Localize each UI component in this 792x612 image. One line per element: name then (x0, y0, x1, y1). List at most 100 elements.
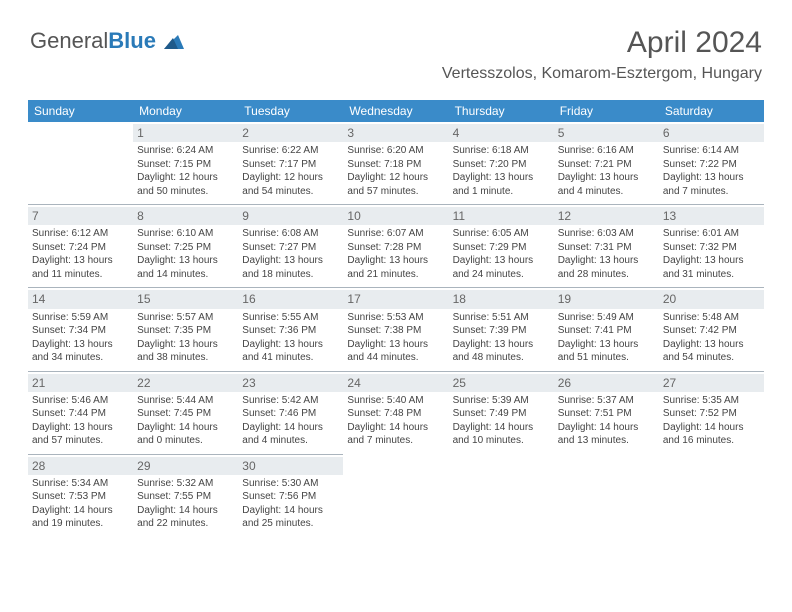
day-number: 7 (28, 207, 133, 225)
day-number: 12 (554, 207, 659, 225)
calendar-body: 1Sunrise: 6:24 AMSunset: 7:15 PMDaylight… (28, 122, 764, 537)
daylight-text: Daylight: 14 hours and 25 minutes. (242, 504, 339, 531)
calendar-day-cell: 16Sunrise: 5:55 AMSunset: 7:36 PMDayligh… (238, 288, 343, 371)
daylight-text: Daylight: 13 hours and 7 minutes. (663, 171, 760, 198)
calendar-day-cell: 7Sunrise: 6:12 AMSunset: 7:24 PMDaylight… (28, 205, 133, 288)
sunset-text: Sunset: 7:55 PM (137, 490, 234, 504)
daylight-text: Daylight: 13 hours and 18 minutes. (242, 254, 339, 281)
sunrise-text: Sunrise: 6:07 AM (347, 227, 444, 241)
daylight-text: Daylight: 13 hours and 28 minutes. (558, 254, 655, 281)
calendar-day-cell: 11Sunrise: 6:05 AMSunset: 7:29 PMDayligh… (449, 205, 554, 288)
daylight-text: Daylight: 13 hours and 11 minutes. (32, 254, 129, 281)
sunrise-text: Sunrise: 5:42 AM (242, 394, 339, 408)
daylight-text: Daylight: 12 hours and 54 minutes. (242, 171, 339, 198)
sunrise-text: Sunrise: 5:37 AM (558, 394, 655, 408)
calendar-day-cell: 29Sunrise: 5:32 AMSunset: 7:55 PMDayligh… (133, 454, 238, 537)
sunrise-text: Sunrise: 6:10 AM (137, 227, 234, 241)
location-subtitle: Vertesszolos, Komarom-Esztergom, Hungary (442, 65, 762, 83)
day-header-row: SundayMondayTuesdayWednesdayThursdayFrid… (28, 100, 764, 122)
sunset-text: Sunset: 7:51 PM (558, 407, 655, 421)
sunrise-text: Sunrise: 6:14 AM (663, 144, 760, 158)
day-number: 24 (343, 374, 448, 392)
calendar-day-cell: 23Sunrise: 5:42 AMSunset: 7:46 PMDayligh… (238, 371, 343, 454)
calendar-week-row: 14Sunrise: 5:59 AMSunset: 7:34 PMDayligh… (28, 288, 764, 371)
calendar-day-cell: 8Sunrise: 6:10 AMSunset: 7:25 PMDaylight… (133, 205, 238, 288)
day-number: 6 (659, 124, 764, 142)
calendar-day-cell: 17Sunrise: 5:53 AMSunset: 7:38 PMDayligh… (343, 288, 448, 371)
sunrise-text: Sunrise: 5:34 AM (32, 477, 129, 491)
day-number: 26 (554, 374, 659, 392)
calendar-day-cell: 12Sunrise: 6:03 AMSunset: 7:31 PMDayligh… (554, 205, 659, 288)
day-header: Wednesday (343, 100, 448, 122)
calendar-day-cell (449, 454, 554, 537)
daylight-text: Daylight: 14 hours and 10 minutes. (453, 421, 550, 448)
calendar-day-cell: 13Sunrise: 6:01 AMSunset: 7:32 PMDayligh… (659, 205, 764, 288)
sunrise-text: Sunrise: 6:08 AM (242, 227, 339, 241)
sunset-text: Sunset: 7:53 PM (32, 490, 129, 504)
day-number: 1 (133, 124, 238, 142)
sunrise-text: Sunrise: 6:24 AM (137, 144, 234, 158)
daylight-text: Daylight: 13 hours and 1 minute. (453, 171, 550, 198)
day-number: 22 (133, 374, 238, 392)
daylight-text: Daylight: 13 hours and 4 minutes. (558, 171, 655, 198)
calendar-day-cell: 24Sunrise: 5:40 AMSunset: 7:48 PMDayligh… (343, 371, 448, 454)
daylight-text: Daylight: 14 hours and 13 minutes. (558, 421, 655, 448)
day-number: 30 (238, 457, 343, 475)
daylight-text: Daylight: 14 hours and 19 minutes. (32, 504, 129, 531)
calendar-day-cell: 21Sunrise: 5:46 AMSunset: 7:44 PMDayligh… (28, 371, 133, 454)
calendar-day-cell: 6 Sunrise: 6:14 AMSunset: 7:22 PMDaylight… (659, 122, 764, 205)
logo-triangle-icon (164, 29, 184, 55)
calendar-day-cell: 14Sunrise: 5:59 AMSunset: 7:34 PMDayligh… (28, 288, 133, 371)
day-number: 3 (343, 124, 448, 142)
calendar-day-cell (659, 454, 764, 537)
day-number: 20 (659, 290, 764, 308)
daylight-text: Daylight: 14 hours and 22 minutes. (137, 504, 234, 531)
calendar-day-cell: 30Sunrise: 5:30 AMSunset: 7:56 PMDayligh… (238, 454, 343, 537)
sunrise-text: Sunrise: 5:32 AM (137, 477, 234, 491)
page-title: April 2024 (627, 26, 762, 60)
sunrise-text: Sunrise: 5:44 AM (137, 394, 234, 408)
daylight-text: Daylight: 13 hours and 14 minutes. (137, 254, 234, 281)
daylight-text: Daylight: 13 hours and 48 minutes. (453, 338, 550, 365)
day-number: 2 (238, 124, 343, 142)
calendar-table: SundayMondayTuesdayWednesdayThursdayFrid… (28, 100, 764, 537)
sunset-text: Sunset: 7:27 PM (242, 241, 339, 255)
sunset-text: Sunset: 7:39 PM (453, 324, 550, 338)
sunset-text: Sunset: 7:22 PM (663, 158, 760, 172)
sunset-text: Sunset: 7:38 PM (347, 324, 444, 338)
sunset-text: Sunset: 7:48 PM (347, 407, 444, 421)
sunrise-text: Sunrise: 6:16 AM (558, 144, 655, 158)
calendar-week-row: 21Sunrise: 5:46 AMSunset: 7:44 PMDayligh… (28, 371, 764, 454)
calendar-day-cell: 19Sunrise: 5:49 AMSunset: 7:41 PMDayligh… (554, 288, 659, 371)
calendar-day-cell: 1Sunrise: 6:24 AMSunset: 7:15 PMDaylight… (133, 122, 238, 205)
calendar-day-cell: 18Sunrise: 5:51 AMSunset: 7:39 PMDayligh… (449, 288, 554, 371)
day-number: 4 (449, 124, 554, 142)
day-number: 13 (659, 207, 764, 225)
calendar-day-cell: 26 Sunrise: 5:37 AMSunset: 7:51 PMDayligh… (554, 371, 659, 454)
sunrise-text: Sunrise: 5:40 AM (347, 394, 444, 408)
day-header: Tuesday (238, 100, 343, 122)
day-number: 17 (343, 290, 448, 308)
sunrise-text: Sunrise: 5:30 AM (242, 477, 339, 491)
daylight-text: Daylight: 13 hours and 57 minutes. (32, 421, 129, 448)
sunset-text: Sunset: 7:24 PM (32, 241, 129, 255)
daylight-text: Daylight: 13 hours and 51 minutes. (558, 338, 655, 365)
daylight-text: Daylight: 14 hours and 0 minutes. (137, 421, 234, 448)
day-number: 25 (449, 374, 554, 392)
sunrise-text: Sunrise: 5:57 AM (137, 311, 234, 325)
sunrise-text: Sunrise: 6:03 AM (558, 227, 655, 241)
calendar-day-cell (554, 454, 659, 537)
sunset-text: Sunset: 7:29 PM (453, 241, 550, 255)
day-header: Monday (133, 100, 238, 122)
day-number: 15 (133, 290, 238, 308)
calendar-day-cell: 27Sunrise: 5:35 AMSunset: 7:52 PMDayligh… (659, 371, 764, 454)
sunset-text: Sunset: 7:45 PM (137, 407, 234, 421)
calendar-day-cell: 15Sunrise: 5:57 AMSunset: 7:35 PMDayligh… (133, 288, 238, 371)
sunset-text: Sunset: 7:32 PM (663, 241, 760, 255)
sunrise-text: Sunrise: 5:48 AM (663, 311, 760, 325)
day-number: 19 (554, 290, 659, 308)
calendar-day-cell: 2Sunrise: 6:22 AMSunset: 7:17 PMDaylight… (238, 122, 343, 205)
calendar-day-cell: 28Sunrise: 5:34 AMSunset: 7:53 PMDayligh… (28, 454, 133, 537)
sunrise-text: Sunrise: 6:01 AM (663, 227, 760, 241)
calendar-week-row: 7Sunrise: 6:12 AMSunset: 7:24 PMDaylight… (28, 205, 764, 288)
